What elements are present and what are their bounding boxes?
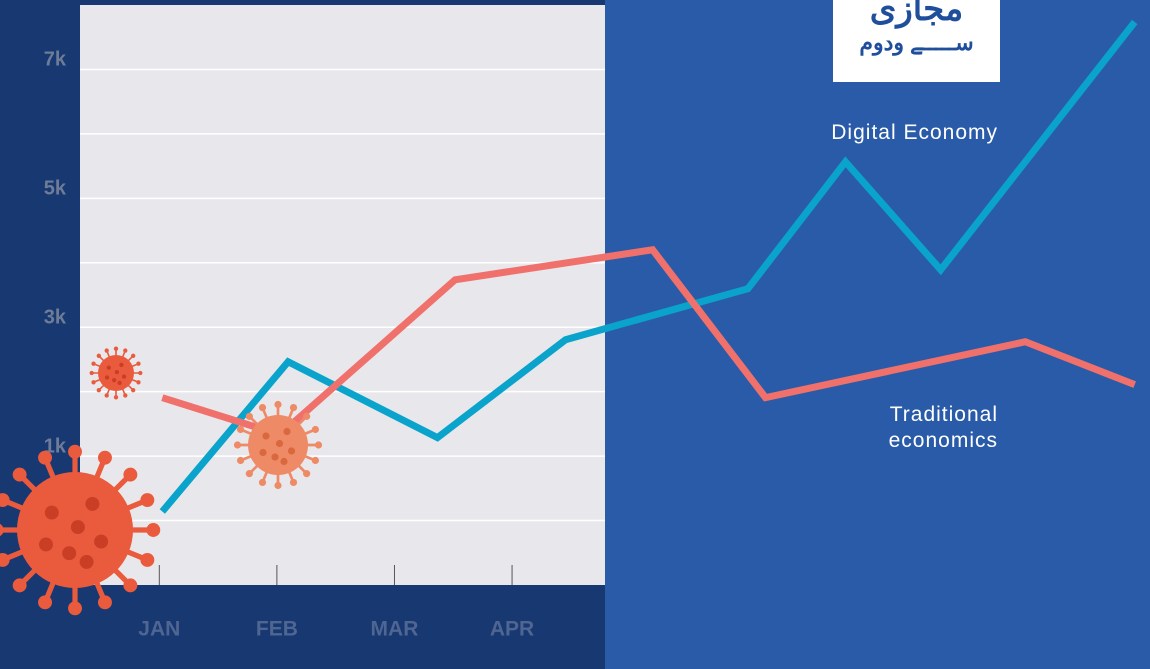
virus-tip [303, 413, 310, 420]
virus-tip [131, 354, 135, 358]
legend-traditional: Traditional economics [820, 402, 998, 454]
virus-spot [280, 458, 287, 465]
virus-tip [274, 482, 281, 489]
virus-tip [312, 457, 319, 464]
virus-tip [315, 441, 322, 448]
virus-spot [80, 555, 94, 569]
virus-tip [97, 354, 101, 358]
virus-tip [234, 441, 241, 448]
virus-tip [246, 413, 253, 420]
virus-tip [91, 380, 95, 384]
virus-tip [98, 595, 112, 609]
virus-tip [136, 362, 140, 366]
virus-spot [115, 370, 119, 374]
virus-tip [68, 601, 82, 615]
virus-spot [71, 520, 85, 534]
virus-tip [38, 595, 52, 609]
virus [234, 401, 322, 489]
virus-tip [274, 401, 281, 408]
virus-tip [303, 470, 310, 477]
virus-tip [290, 479, 297, 486]
virus-tip [114, 347, 118, 351]
virus-tip [259, 404, 266, 411]
y-tick-label: 7k [44, 49, 67, 71]
virus-tip [97, 388, 101, 392]
virus-tip [123, 348, 127, 352]
virus-spot [271, 453, 278, 460]
virus-tip [312, 426, 319, 433]
virus-tip [140, 493, 154, 507]
virus-tip [13, 578, 27, 592]
virus-spot [112, 378, 116, 382]
virus-spot [62, 546, 76, 560]
virus [90, 347, 143, 400]
virus-tip [237, 457, 244, 464]
virus-spot [45, 506, 59, 520]
virus-tip [98, 451, 112, 465]
virus-spot [117, 381, 121, 385]
plot-area [80, 5, 605, 585]
virus-tip [246, 470, 253, 477]
virus-tip [138, 371, 142, 375]
virus-tip [131, 388, 135, 392]
logo-line1: مجازی [833, 0, 1000, 26]
virus-spot [288, 447, 295, 454]
chart: 1k3k5k7kJANFEBMARAPR [0, 0, 1150, 669]
virus-spot [94, 535, 108, 549]
virus-tip [114, 395, 118, 399]
virus-tip [146, 523, 160, 537]
x-tick-label: JAN [138, 618, 180, 641]
virus-spot [262, 432, 269, 439]
logo-line2: ســـــے ودوم [833, 26, 1000, 60]
virus-spot [119, 363, 123, 367]
virus-tip [105, 393, 109, 397]
virus-spot [85, 497, 99, 511]
virus-spot [259, 449, 266, 456]
virus-tip [290, 404, 297, 411]
logo: مجازی ســـــے ودوم [833, 0, 1000, 82]
virus-tip [105, 348, 109, 352]
virus-tip [38, 451, 52, 465]
virus-tip [140, 553, 154, 567]
right-panel [605, 0, 1150, 669]
virus-tip [259, 479, 266, 486]
virus-tip [136, 380, 140, 384]
virus-tip [123, 468, 137, 482]
virus-spot [39, 538, 53, 552]
virus-spot [105, 375, 109, 379]
virus-tip [13, 468, 27, 482]
virus-spot [122, 374, 126, 378]
virus-spot [283, 428, 290, 435]
virus-spot [107, 365, 111, 369]
virus-tip [90, 371, 94, 375]
virus-tip [237, 426, 244, 433]
virus-tip [68, 445, 82, 459]
x-tick-label: FEB [256, 618, 298, 641]
x-tick-label: MAR [371, 618, 419, 641]
legend-digital: Digital Economy [800, 120, 998, 146]
virus-tip [123, 578, 137, 592]
y-tick-label: 3k [44, 307, 67, 329]
page: 1k3k5k7kJANFEBMARAPR Digital Economy Tra… [0, 0, 1150, 669]
y-tick-label: 5k [44, 178, 67, 200]
virus-tip [91, 362, 95, 366]
x-tick-label: APR [490, 618, 534, 641]
virus-spot [276, 440, 283, 447]
virus-tip [123, 393, 127, 397]
